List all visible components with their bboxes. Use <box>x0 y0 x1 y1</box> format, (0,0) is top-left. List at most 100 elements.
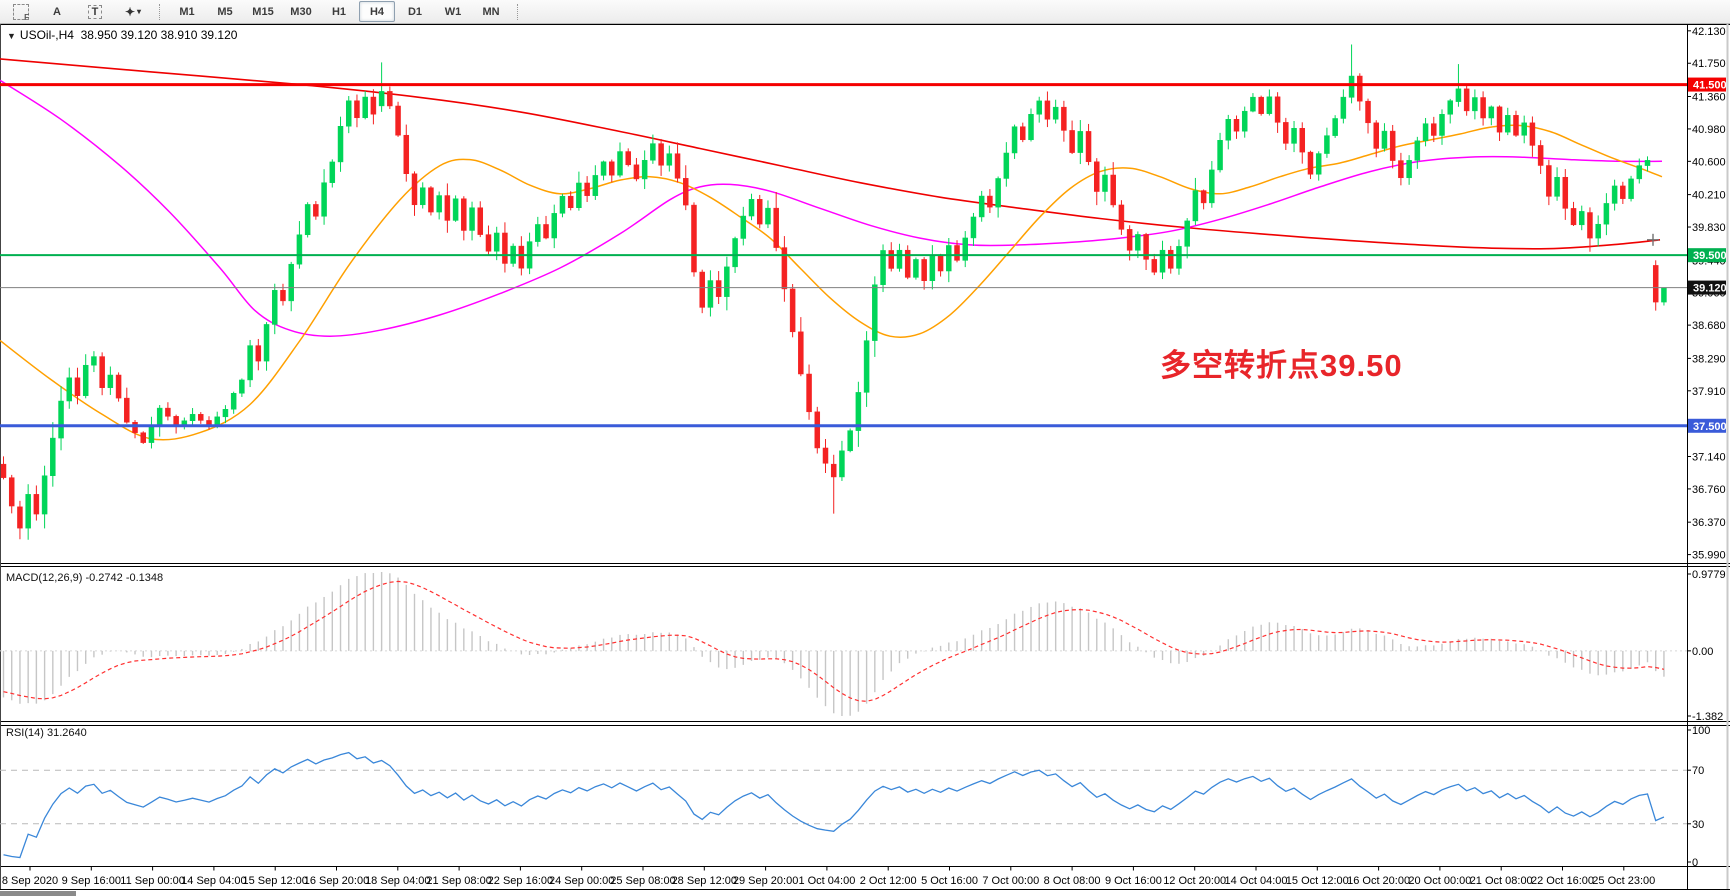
rsi-axis: 100 70 30 0 <box>1687 725 1710 869</box>
time-tick-label: 14 Oct 04:00 <box>1225 875 1288 887</box>
price-badge-39.500: 39.500 <box>1688 248 1727 263</box>
time-tick-label: 24 Sep 00:00 <box>549 875 614 887</box>
macd-axis: 0.9779 0.00 -1.382 <box>1687 569 1726 723</box>
price-tick-label: 36.760 <box>1692 484 1726 496</box>
rsi-panel[interactable] <box>0 751 1687 859</box>
price-tick-label: 41.750 <box>1692 58 1726 70</box>
arrows-icon: ✦ <box>124 4 136 19</box>
toolbar-separator <box>517 3 519 20</box>
time-tick-label: 1 Oct 04:00 <box>798 875 855 887</box>
price-tick-label: 42.130 <box>1692 26 1726 38</box>
time-tick-label: 16 Oct 20:00 <box>1347 875 1410 887</box>
price-tick-label: 37.140 <box>1692 451 1726 463</box>
price-tick-label: 38.290 <box>1692 353 1726 365</box>
time-tick-label: 14 Sep 04:00 <box>181 875 246 887</box>
time-tick-label: 15 Oct 12:00 <box>1286 875 1349 887</box>
time-tick-label: 2 Oct 12:00 <box>860 875 917 887</box>
time-tick-label: 8 Oct 08:00 <box>1044 875 1101 887</box>
ma-long-red <box>0 58 1661 250</box>
time-tick-label: 29 Sep 20:00 <box>733 875 798 887</box>
time-tick-label: 25 Oct 23:00 <box>1592 875 1655 887</box>
time-tick-label: 21 Oct 08:00 <box>1470 875 1533 887</box>
timeframe-button-M30[interactable]: M30 <box>290 5 312 18</box>
price-tick-label: 38.680 <box>1692 320 1726 332</box>
price-badge-39.120: 39.120 <box>1688 280 1727 295</box>
price-tick-label: 41.360 <box>1692 92 1726 104</box>
rsi-indicator-label: RSI(14) 31.2640 <box>6 727 87 739</box>
price-tick-label: 40.980 <box>1692 124 1726 136</box>
timeframe-button-W1[interactable]: W1 <box>444 5 462 18</box>
timeframe-button-D1[interactable]: D1 <box>407 5 423 18</box>
svg-text:39.120: 39.120 <box>1693 283 1727 295</box>
time-tick-label: 11 Sep 00:00 <box>120 875 185 887</box>
time-tick-label: 22 Sep 16:00 <box>488 875 553 887</box>
timeframe-button-H1[interactable]: H1 <box>331 5 347 18</box>
time-tick-label: 22 Oct 16:00 <box>1531 875 1594 887</box>
timeframe-button-H4[interactable]: H4 <box>359 1 395 22</box>
ohlc-readout: 38.950 39.120 38.910 39.120 <box>80 28 238 42</box>
timeframe-button-M1[interactable]: M1 <box>179 5 195 18</box>
time-tick-label: 5 Oct 16:00 <box>921 875 978 887</box>
time-tick-label: 18 Sep 04:00 <box>365 875 430 887</box>
candles-layer <box>0 44 1667 540</box>
text-label-tool-button[interactable]: A <box>39 1 75 22</box>
ma-magenta <box>0 79 1663 337</box>
price-badge-41.500: 41.500 <box>1688 77 1727 92</box>
macd-tick-label: 0.9779 <box>1692 569 1726 581</box>
grid-frame-tool-button[interactable]: F <box>1 1 37 22</box>
time-tick-label: 7 Oct 00:00 <box>982 875 1039 887</box>
svg-text:37.500: 37.500 <box>1693 421 1727 433</box>
timeframe-button-M5[interactable]: M5 <box>217 5 233 18</box>
timeframe-button-group: M1 M5 M15 M30 H1 H4 D1 W1 MN <box>168 1 510 22</box>
price-tick-label: 40.600 <box>1692 156 1726 168</box>
chart-annotation-text: 多空转折点39.50 <box>1160 348 1403 383</box>
toolbar: F A T ✦ ▾ M1 M5 M15 M30 H1 H4 D1 W1 MN <box>0 0 1730 24</box>
price-axis[interactable]: 42.130 41.750 41.360 40.980 40.600 40.210 39.8… <box>1687 26 1727 562</box>
window-bottom-edge <box>0 889 1730 890</box>
cursor-arrows-tool-button[interactable]: ✦ ▾ <box>115 1 151 22</box>
price-tick-label: 36.370 <box>1692 517 1726 529</box>
time-tick-label: 15 Sep 12:00 <box>242 875 307 887</box>
time-tick-label: 25 Sep 08:00 <box>610 875 675 887</box>
rsi-tick-label: 70 <box>1692 765 1704 777</box>
time-tick-label: 12 Oct 20:00 <box>1163 875 1226 887</box>
symbol-dropdown-icon[interactable]: ▼ <box>7 31 16 41</box>
price-badge-37.500: 37.500 <box>1688 418 1727 433</box>
time-tick-label: 9 Sep 16:00 <box>62 875 121 887</box>
macd-histogram <box>2 572 1665 716</box>
ma-orange <box>0 124 1663 441</box>
price-tick-label: 37.910 <box>1692 386 1726 398</box>
text-frame-tool-button[interactable]: T <box>77 1 113 22</box>
rsi-line <box>3 751 1665 859</box>
price-tick-label: 40.210 <box>1692 190 1726 202</box>
ma-end-marker <box>1647 233 1659 246</box>
letter-a-icon: A <box>53 5 61 18</box>
price-tick-label: 35.990 <box>1692 550 1726 562</box>
rsi-tick-label: 100 <box>1692 725 1710 737</box>
letter-t-icon: T <box>87 4 103 19</box>
time-tick-label: 28 Sep 12:00 <box>672 875 737 887</box>
time-tick-label: 21 Sep 08:00 <box>426 875 491 887</box>
time-tick-label: 20 Oct 00:00 <box>1408 875 1471 887</box>
chart-title: ▼ USOil-,H4 38.950 39.120 38.910 39.120 <box>7 28 237 42</box>
rsi-tick-label: 30 <box>1692 819 1704 831</box>
macd-indicator-label: MACD(12,26,9) -0.2742 -0.1348 <box>6 572 164 584</box>
chart-canvas[interactable]: 42.130 41.750 41.360 40.980 40.600 40.210 39.8… <box>0 24 1730 896</box>
time-tick-label: 9 Oct 16:00 <box>1105 875 1162 887</box>
horizontal-scrollbar-thumb[interactable] <box>0 891 76 896</box>
main-price-panel[interactable] <box>0 44 1687 540</box>
macd-tick-label: -1.382 <box>1692 711 1723 723</box>
svg-text:39.500: 39.500 <box>1693 250 1727 262</box>
timeframe-button-MN[interactable]: MN <box>482 5 500 18</box>
time-tick-label: 16 Sep 20:00 <box>304 875 369 887</box>
symbol-period-label: USOil-,H4 <box>19 28 74 42</box>
macd-signal-line <box>3 580 1665 702</box>
macd-panel[interactable] <box>0 572 1687 716</box>
rsi-tick-label: 0 <box>1692 857 1698 869</box>
macd-tick-label: 0.00 <box>1692 646 1713 658</box>
price-tick-label: 39.830 <box>1692 222 1726 234</box>
time-tick-label: 8 Sep 2020 <box>2 875 58 887</box>
timeframe-button-M15[interactable]: M15 <box>252 5 274 18</box>
